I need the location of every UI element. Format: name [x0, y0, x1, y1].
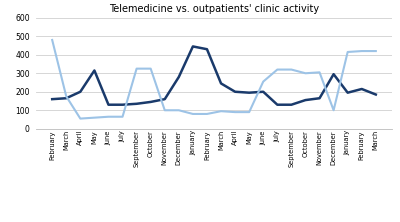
- Outpatients' clinic activity: [64, 95, 69, 98]
- Telemedicine appointments: [120, 103, 125, 106]
- Outpatients' clinic activity: [247, 111, 252, 113]
- Telemedicine appointments: [162, 98, 167, 101]
- Telemedicine appointments: [78, 90, 83, 93]
- Telemedicine appointments: [219, 82, 224, 85]
- Telemedicine appointments: [359, 88, 364, 90]
- Telemedicine appointments: [261, 90, 266, 93]
- Outpatients' clinic activity: [331, 109, 336, 112]
- Line: Telemedicine appointments: Telemedicine appointments: [52, 46, 376, 105]
- Outpatients' clinic activity: [374, 50, 378, 52]
- Telemedicine appointments: [303, 99, 308, 101]
- Outpatients' clinic activity: [359, 50, 364, 52]
- Outpatients' clinic activity: [120, 115, 125, 118]
- Outpatients' clinic activity: [275, 68, 280, 71]
- Telemedicine appointments: [374, 93, 378, 96]
- Telemedicine appointments: [289, 103, 294, 106]
- Telemedicine appointments: [106, 103, 111, 106]
- Telemedicine appointments: [275, 103, 280, 106]
- Outpatients' clinic activity: [92, 116, 97, 119]
- Outpatients' clinic activity: [106, 115, 111, 118]
- Telemedicine appointments: [50, 98, 54, 101]
- Telemedicine appointments: [148, 101, 153, 103]
- Outpatients' clinic activity: [134, 67, 139, 70]
- Outpatients' clinic activity: [303, 72, 308, 75]
- Outpatients' clinic activity: [162, 109, 167, 112]
- Outpatients' clinic activity: [345, 51, 350, 53]
- Telemedicine appointments: [204, 48, 209, 51]
- Outpatients' clinic activity: [50, 39, 54, 41]
- Outpatients' clinic activity: [219, 110, 224, 113]
- Outpatients' clinic activity: [148, 67, 153, 70]
- Telemedicine appointments: [317, 97, 322, 99]
- Line: Outpatients' clinic activity: Outpatients' clinic activity: [52, 40, 376, 119]
- Outpatients' clinic activity: [233, 111, 238, 113]
- Telemedicine appointments: [233, 90, 238, 93]
- Outpatients' clinic activity: [78, 117, 83, 120]
- Outpatients' clinic activity: [190, 113, 195, 115]
- Outpatients' clinic activity: [261, 80, 266, 83]
- Telemedicine appointments: [331, 73, 336, 75]
- Outpatients' clinic activity: [176, 109, 181, 112]
- Outpatients' clinic activity: [289, 68, 294, 71]
- Telemedicine appointments: [190, 45, 195, 48]
- Outpatients' clinic activity: [204, 113, 209, 115]
- Outpatients' clinic activity: [317, 71, 322, 74]
- Title: Telemedicine vs. outpatients' clinic activity: Telemedicine vs. outpatients' clinic act…: [109, 4, 319, 14]
- Telemedicine appointments: [247, 91, 252, 94]
- Telemedicine appointments: [134, 103, 139, 105]
- Telemedicine appointments: [64, 97, 69, 99]
- Telemedicine appointments: [345, 91, 350, 94]
- Telemedicine appointments: [176, 76, 181, 78]
- Telemedicine appointments: [92, 69, 97, 72]
